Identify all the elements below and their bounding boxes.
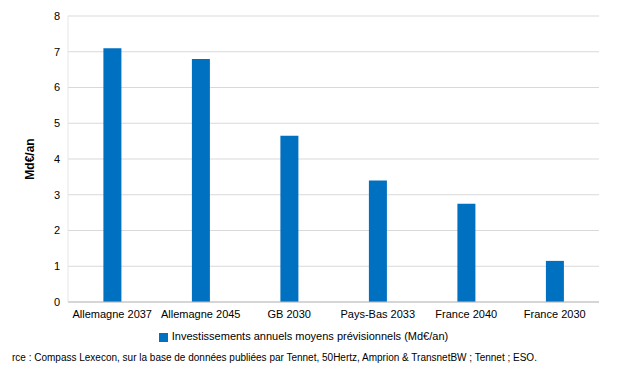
svg-text:Pays-Bas 2033: Pays-Bas 2033	[340, 308, 415, 320]
svg-text:GB 2030: GB 2030	[268, 308, 311, 320]
svg-text:0: 0	[54, 296, 60, 308]
svg-text:3: 3	[54, 189, 60, 201]
svg-text:8: 8	[54, 10, 60, 22]
svg-text:France 2040: France 2040	[435, 308, 497, 320]
svg-text:Allemagne 2037: Allemagne 2037	[72, 308, 152, 320]
svg-text:6: 6	[54, 81, 60, 93]
svg-text:2: 2	[54, 224, 60, 236]
svg-text:Allemagne 2045: Allemagne 2045	[161, 308, 241, 320]
svg-text:7: 7	[54, 46, 60, 58]
svg-text:5: 5	[54, 117, 60, 129]
html-text:Investissements annuels moyens: Investissements annuels moyens prévision…	[171, 330, 449, 342]
svg-text:4: 4	[54, 153, 60, 165]
svg-text:1: 1	[54, 260, 60, 272]
html-text:rce : Compass Lexecon, sur la: rce : Compass Lexecon, sur la base de do…	[12, 352, 537, 363]
svg-text:France 2030: France 2030	[524, 308, 586, 320]
svg-text:Md€/an: Md€/an	[23, 138, 37, 179]
